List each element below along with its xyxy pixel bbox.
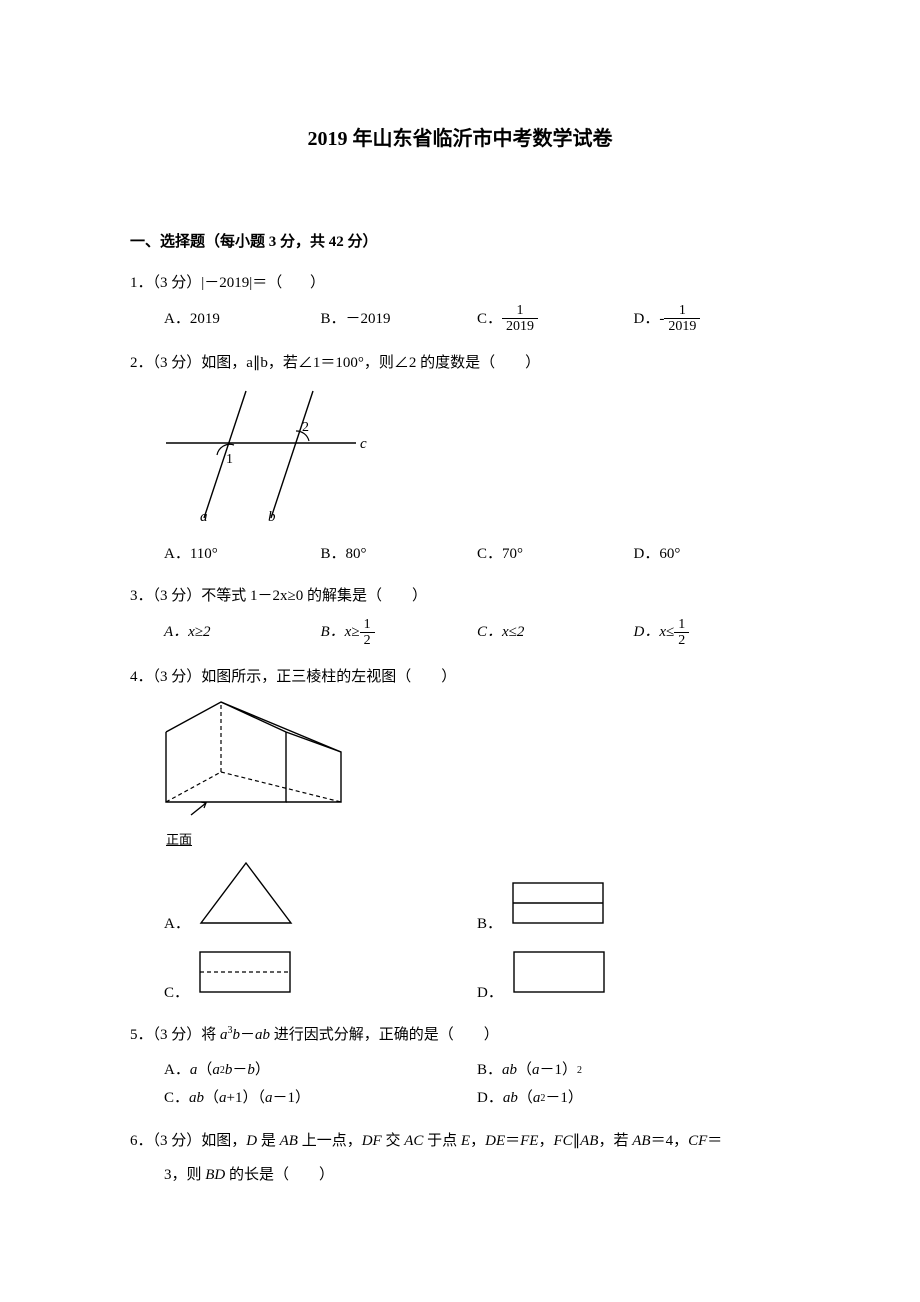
front-label: 正面 — [166, 828, 790, 853]
q2-opt-d: D．60° — [634, 540, 791, 569]
q1-d-fraction: 1 2019 — [664, 303, 700, 335]
question-2: 2．（3 分）如图，a∥b，若∠1＝100°，则∠2 的度数是（ ） 1 2 a… — [130, 349, 790, 569]
q1-opt-d: D．- 1 2019 — [634, 303, 791, 335]
label-a: a — [200, 509, 208, 523]
q1-d-num: 1 — [664, 303, 700, 319]
q2-opt-a: A．110° — [164, 540, 321, 569]
prism-front — [166, 732, 286, 802]
q4-opt-b: B． — [477, 878, 790, 939]
q5-options: A．a（a2b－b） B．ab（a－1）2 C．ab（a+1）（a－1） D．a… — [130, 1056, 790, 1113]
q2-opt-c: C．70° — [477, 540, 634, 569]
q3-d-den: 2 — [674, 633, 689, 648]
q4-a-shape — [196, 858, 296, 939]
q2-options: A．110° B．80° C．70° D．60° — [130, 540, 790, 569]
q2-opt-b: B．80° — [321, 540, 478, 569]
q4-opt-d: D． — [477, 947, 790, 1008]
angle-2-label: 2 — [302, 420, 309, 435]
q2-d-label: D．60° — [634, 540, 681, 569]
q5-opt-b: B．ab（a－1）2 — [477, 1056, 790, 1085]
q5-opt-d: D．ab（a2－1） — [477, 1084, 790, 1113]
q1-d-den: 2019 — [664, 319, 700, 334]
q1-opt-a: A．2019 — [164, 303, 321, 335]
q3-c-label: C．x≤2 — [477, 618, 524, 647]
q3-opt-c: C．x≤2 — [477, 617, 634, 649]
label-b: b — [268, 509, 276, 523]
section-1-heading: 一、选择题（每小题 3 分，共 42 分） — [130, 228, 790, 257]
q5-opt-a: A．a（a2b－b） — [164, 1056, 477, 1085]
line-b — [271, 391, 313, 518]
q4-opt-c: C． — [164, 947, 477, 1008]
q5-stem: 5．（3 分）将 a3b－ab 进行因式分解，正确的是（ ） — [130, 1021, 790, 1050]
q3-d-num: 1 — [674, 617, 689, 633]
q1-options: A．2019 B．－2019 C． 1 2019 D．- 1 2019 — [130, 303, 790, 335]
line-a — [204, 391, 246, 518]
question-6: 6．（3 分）如图，D 是 AB 上一点，DF 交 AC 于点 E，DE＝FE，… — [130, 1127, 790, 1190]
question-3: 3．（3 分）不等式 1－2x≥0 的解集是（ ） A．x≥2 B．x≥ 1 2… — [130, 582, 790, 648]
q1-c-den: 2019 — [502, 319, 538, 334]
q2-stem: 2．（3 分）如图，a∥b，若∠1＝100°，则∠2 的度数是（ ） — [130, 349, 790, 378]
q3-stem: 3．（3 分）不等式 1－2x≥0 的解集是（ ） — [130, 582, 790, 611]
q3-b-fraction: 1 2 — [360, 617, 375, 649]
q5-opt-c: C．ab（a+1）（a－1） — [164, 1084, 477, 1113]
q2-figure: 1 2 a b c — [156, 383, 790, 534]
page-title: 2019 年山东省临沂市中考数学试卷 — [130, 120, 790, 158]
q4-prism-svg — [156, 697, 356, 817]
q1-stem-pre: 1．（3 分）|－2019|＝（ — [130, 275, 282, 291]
q1-d-pre: D．- — [634, 305, 665, 334]
q4-b-label: B． — [477, 910, 502, 939]
prism-hidden-2 — [221, 772, 341, 802]
q3-d-fraction: 1 2 — [674, 617, 689, 649]
q1-opt-c: C． 1 2019 — [477, 303, 634, 335]
prism-side — [286, 732, 341, 802]
q3-d-pre: D．x≤ — [634, 618, 675, 647]
angle-1-label: 1 — [226, 452, 233, 467]
q4-d-shape — [509, 947, 609, 1008]
question-1: 1．（3 分）|－2019|＝（ ） A．2019 B．－2019 C． 1 2… — [130, 269, 790, 335]
prism-top-front — [166, 702, 286, 732]
q1-b-label: B．－2019 — [321, 305, 391, 334]
label-c: c — [360, 436, 367, 452]
rect-dash-icon — [195, 947, 295, 997]
rect-split-icon — [508, 878, 608, 928]
q1-stem: 1．（3 分）|－2019|＝（ ） — [130, 269, 790, 298]
q3-opt-b: B．x≥ 1 2 — [321, 617, 478, 649]
q1-c-fraction: 1 2019 — [502, 303, 538, 335]
q4-c-shape — [195, 947, 295, 1008]
arrow-line — [191, 803, 206, 815]
q3-b-den: 2 — [360, 633, 375, 648]
q2-svg: 1 2 a b c — [156, 383, 376, 523]
q3-a-label: A．x≥2 — [164, 618, 211, 647]
q4-stem: 4．（3 分）如图所示，正三棱柱的左视图（ ） — [130, 663, 790, 692]
rect-icon — [509, 947, 609, 997]
q4-b-shape — [508, 878, 608, 939]
q2-c-label: C．70° — [477, 540, 523, 569]
q4-figure: 正面 — [156, 697, 790, 852]
q1-c-num: 1 — [502, 303, 538, 319]
q6-stem-line1: 6．（3 分）如图，D 是 AB 上一点，DF 交 AC 于点 E，DE＝FE，… — [130, 1127, 790, 1156]
q2-b-label: B．80° — [321, 540, 367, 569]
q3-b-pre: B．x≥ — [321, 618, 360, 647]
q3-options: A．x≥2 B．x≥ 1 2 C．x≤2 D．x≤ 1 2 — [130, 617, 790, 649]
q3-b-num: 1 — [360, 617, 375, 633]
q1-c-pre: C． — [477, 305, 502, 334]
q1-opt-b: B．－2019 — [321, 303, 478, 335]
q3-opt-a: A．x≥2 — [164, 617, 321, 649]
q6-stem-line2: 3，则 BD 的长是（ ） — [130, 1161, 790, 1190]
q1-a-label: A．2019 — [164, 305, 220, 334]
q4-c-label: C． — [164, 979, 189, 1008]
prism-hidden-1 — [166, 772, 221, 802]
question-4: 4．（3 分）如图所示，正三棱柱的左视图（ ） 正面 A． — [130, 663, 790, 1008]
q4-a-label: A． — [164, 910, 190, 939]
q3-opt-d: D．x≤ 1 2 — [634, 617, 791, 649]
q2-a-label: A．110° — [164, 540, 218, 569]
q4-d-label: D． — [477, 979, 503, 1008]
triangle-icon — [196, 858, 296, 928]
q4-opt-a: A． — [164, 858, 477, 939]
q4-options: A． B． C． — [130, 858, 790, 1007]
q1-stem-post: ） — [310, 275, 325, 291]
prism-top-right — [221, 702, 341, 752]
question-5: 5．（3 分）将 a3b－ab 进行因式分解，正确的是（ ） A．a（a2b－b… — [130, 1021, 790, 1113]
